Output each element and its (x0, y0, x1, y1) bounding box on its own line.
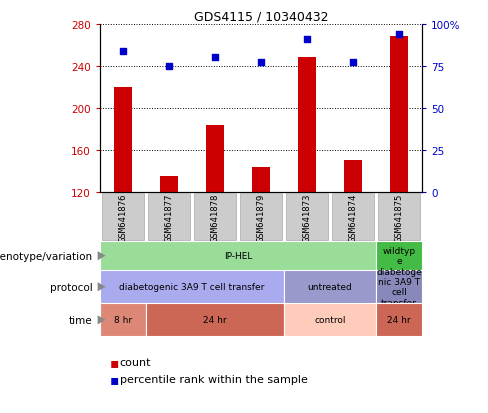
Bar (102, 193, 144, 241)
Text: diabetogenic 3A9 T cell transfer: diabetogenic 3A9 T cell transfer (120, 282, 265, 292)
Bar (332, 193, 374, 241)
Point (211, 55, 219, 62)
Bar (286, 193, 328, 241)
Text: untreated: untreated (308, 282, 352, 292)
Bar (194, 193, 236, 241)
Text: GSM641875: GSM641875 (395, 193, 404, 241)
Bar (146, 304, 284, 337)
Text: GSM641876: GSM641876 (119, 193, 127, 241)
Bar (376, 271, 422, 304)
Bar (148, 193, 190, 241)
Bar (160, 176, 178, 192)
Point (257, 60, 265, 66)
Text: GSM641874: GSM641874 (348, 193, 358, 241)
Point (349, 60, 357, 66)
Text: GSM641878: GSM641878 (210, 193, 220, 241)
Text: GSM641873: GSM641873 (303, 193, 312, 241)
Bar (252, 168, 270, 192)
Text: GSM641879: GSM641879 (257, 193, 265, 241)
Text: protocol: protocol (50, 282, 93, 292)
Bar (298, 58, 316, 192)
Point (395, 31, 403, 38)
Bar (284, 271, 376, 304)
Title: GDS4115 / 10340432: GDS4115 / 10340432 (194, 11, 328, 24)
Bar (376, 304, 422, 337)
Point (119, 48, 127, 55)
Text: GSM641877: GSM641877 (164, 193, 174, 241)
Bar (100, 242, 376, 271)
Bar (378, 193, 420, 241)
Text: IP-HEL: IP-HEL (224, 252, 252, 261)
Bar (100, 271, 284, 304)
Text: ▪: ▪ (110, 356, 119, 369)
Text: count: count (120, 357, 151, 368)
Text: 8 hr: 8 hr (114, 316, 132, 325)
Bar (100, 304, 146, 337)
Point (165, 63, 173, 70)
Text: genotype/variation: genotype/variation (0, 251, 93, 261)
Bar (390, 37, 408, 192)
Text: control: control (314, 316, 346, 325)
Bar (206, 126, 224, 192)
Bar (344, 161, 362, 192)
Bar (284, 304, 376, 337)
Text: percentile rank within the sample: percentile rank within the sample (120, 374, 307, 384)
Text: ▪: ▪ (110, 372, 119, 386)
Point (303, 36, 311, 43)
Text: wildtyp
e: wildtyp e (383, 247, 416, 266)
Bar (241, 193, 282, 241)
Text: diabetoge
nic 3A9 T
cell
transfer: diabetoge nic 3A9 T cell transfer (376, 267, 422, 307)
Text: 24 hr: 24 hr (387, 316, 411, 325)
Text: time: time (69, 315, 93, 325)
Bar (376, 242, 422, 271)
Text: 24 hr: 24 hr (203, 316, 227, 325)
Bar (114, 88, 132, 192)
